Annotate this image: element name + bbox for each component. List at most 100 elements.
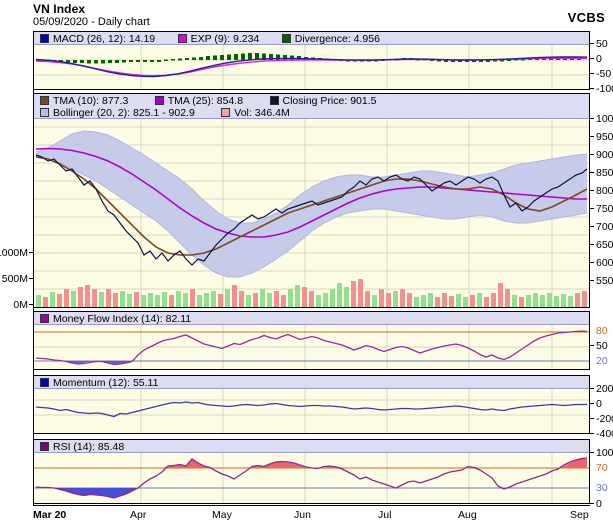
rsi-tick <box>590 452 594 453</box>
price-axis-label-850: 850 <box>596 167 613 179</box>
volume-axis-label-0M: 0M <box>13 299 28 311</box>
macd-tick <box>590 43 594 44</box>
momentum-legend: Momentum (12): 55.11 <box>34 376 589 389</box>
x-axis-label-jul: Jul <box>378 509 392 521</box>
momentum-legend-item[interactable]: Momentum (12): 55.11 <box>40 377 158 389</box>
price-tick <box>590 208 594 209</box>
exp-color-swatch <box>177 34 187 43</box>
bollinger-color-swatch <box>40 108 49 117</box>
price-axis-label-900: 900 <box>596 149 613 161</box>
tma10-legend-item[interactable]: TMA (10): 877.3 <box>40 95 128 107</box>
price-tick <box>590 190 594 191</box>
macd-plot <box>34 45 589 89</box>
momentum-axis-label-0: 0 <box>596 398 602 410</box>
rsi-tick <box>590 503 594 504</box>
volume-tick <box>29 252 33 253</box>
macd-axis-label-n50: -50 <box>596 68 612 80</box>
price-axis-label-1000: 1000 <box>596 113 613 125</box>
volume-axis-label-1000M: 1000M <box>0 247 28 259</box>
x-axis-label-jun: Jun <box>294 509 311 521</box>
price-axis-label-950: 950 <box>596 131 613 143</box>
mfi-panel: Money Flow Index (14): 82.11 <box>33 311 590 370</box>
volume-axis-label-500M: 500M <box>1 273 28 285</box>
volume-legend-item[interactable]: Vol: 346.4M <box>221 107 290 119</box>
closing-price-legend-item[interactable]: Closing Price: 901.5 <box>269 95 376 107</box>
macd-axis-label-0: 0 <box>596 53 602 65</box>
price-tick <box>590 244 594 245</box>
rsi-axis-label-100: 100 <box>596 447 613 459</box>
x-axis-label-aug: Aug <box>458 509 477 521</box>
rsi-color-swatch <box>40 442 49 451</box>
macd-axis-label-50: 50 <box>596 38 608 50</box>
rsi-plot <box>34 453 589 503</box>
mfi-color-swatch <box>40 314 49 323</box>
x-axis-label-mar: Mar 20 <box>33 509 67 521</box>
macd-color-swatch <box>40 34 49 43</box>
mfi-legend-item[interactable]: Money Flow Index (14): 82.11 <box>40 313 191 325</box>
divergence-color-swatch <box>281 34 291 43</box>
page-title: VN Index <box>33 2 86 16</box>
rsi-axis-label-0: 0 <box>596 498 602 510</box>
macd-legend: MACD (26, 12): 14.19 EXP (9): 9.234 Dive… <box>34 32 589 45</box>
mfi-plot <box>34 325 589 369</box>
momentum-axis-label-n400: -400 <box>596 428 613 440</box>
macd-legend-item[interactable]: MACD (26, 12): 14.19 <box>40 33 155 45</box>
mfi-tick <box>590 345 594 346</box>
price-tick <box>590 172 594 173</box>
price-tick <box>590 226 594 227</box>
price-tick <box>590 136 594 137</box>
rsi-axis-label-70: 70 <box>596 462 608 474</box>
volume-color-swatch <box>221 108 231 117</box>
price-axis-label-600: 600 <box>596 257 613 269</box>
macd-tick <box>590 73 594 74</box>
momentum-axis-label-n200: -200 <box>596 413 613 425</box>
macd-exp-legend-item[interactable]: EXP (9): 9.234 <box>177 33 259 45</box>
macd-panel: MACD (26, 12): 14.19 EXP (9): 9.234 Dive… <box>33 31 590 90</box>
momentum-axis-label-200: 200 <box>596 383 613 395</box>
momentum-tick <box>590 388 594 389</box>
rsi-axis-label-30: 30 <box>596 482 608 494</box>
momentum-color-swatch <box>40 378 49 387</box>
price-tick <box>590 262 594 263</box>
price-axis-label-800: 800 <box>596 185 613 197</box>
rsi-legend-item[interactable]: RSI (14): 85.48 <box>40 441 124 453</box>
y-axis-line <box>33 31 34 505</box>
chart-subtitle: 05/09/2020 - Daily chart <box>33 16 150 28</box>
mfi-axis-label-50: 50 <box>596 340 608 352</box>
closing-price-color-swatch <box>269 96 279 105</box>
volume-tick <box>29 278 33 279</box>
volume-tick <box>29 304 33 305</box>
price-axis-label-700: 700 <box>596 221 613 233</box>
macd-divergence-legend-item[interactable]: Divergence: 4.956 <box>281 33 380 45</box>
price-axis-label-550: 550 <box>596 275 613 287</box>
bollinger-legend-item[interactable]: Bollinger (20, 2): 825.1 - 902.9 <box>40 107 195 119</box>
momentum-tick <box>590 418 594 419</box>
price-tick <box>590 118 594 119</box>
brand-logo: VCBS <box>567 10 605 25</box>
momentum-plot <box>34 389 589 433</box>
mfi-axis-label-80: 80 <box>596 325 608 337</box>
mfi-axis-label-20: 20 <box>596 355 608 367</box>
tma10-color-swatch <box>40 96 49 105</box>
rsi-legend: RSI (14): 85.48 <box>34 440 589 453</box>
rsi-panel: RSI (14): 85.48 <box>33 439 590 504</box>
x-axis-label-apr: Apr <box>130 509 147 521</box>
price-axis-label-650: 650 <box>596 239 613 251</box>
price-legend: TMA (10): 877.3 TMA (25): 854.8 Closing … <box>34 94 589 119</box>
price-tick <box>590 154 594 155</box>
price-tick <box>590 280 594 281</box>
tma25-color-swatch <box>154 96 164 105</box>
price-axis-label-750: 750 <box>596 203 613 215</box>
macd-axis-label-n100: -100 <box>596 83 613 95</box>
momentum-panel: Momentum (12): 55.11 <box>33 375 590 434</box>
mfi-legend: Money Flow Index (14): 82.11 <box>34 312 589 325</box>
x-axis-label-sep: Sep <box>570 509 589 521</box>
x-axis-label-may: May <box>212 509 232 521</box>
momentum-tick <box>590 403 594 404</box>
macd-tick <box>590 58 594 59</box>
macd-tick <box>590 88 594 89</box>
x-axis-line <box>33 505 590 506</box>
tma25-legend-item[interactable]: TMA (25): 854.8 <box>154 95 243 107</box>
price-plot <box>34 119 589 307</box>
momentum-tick <box>590 433 594 434</box>
